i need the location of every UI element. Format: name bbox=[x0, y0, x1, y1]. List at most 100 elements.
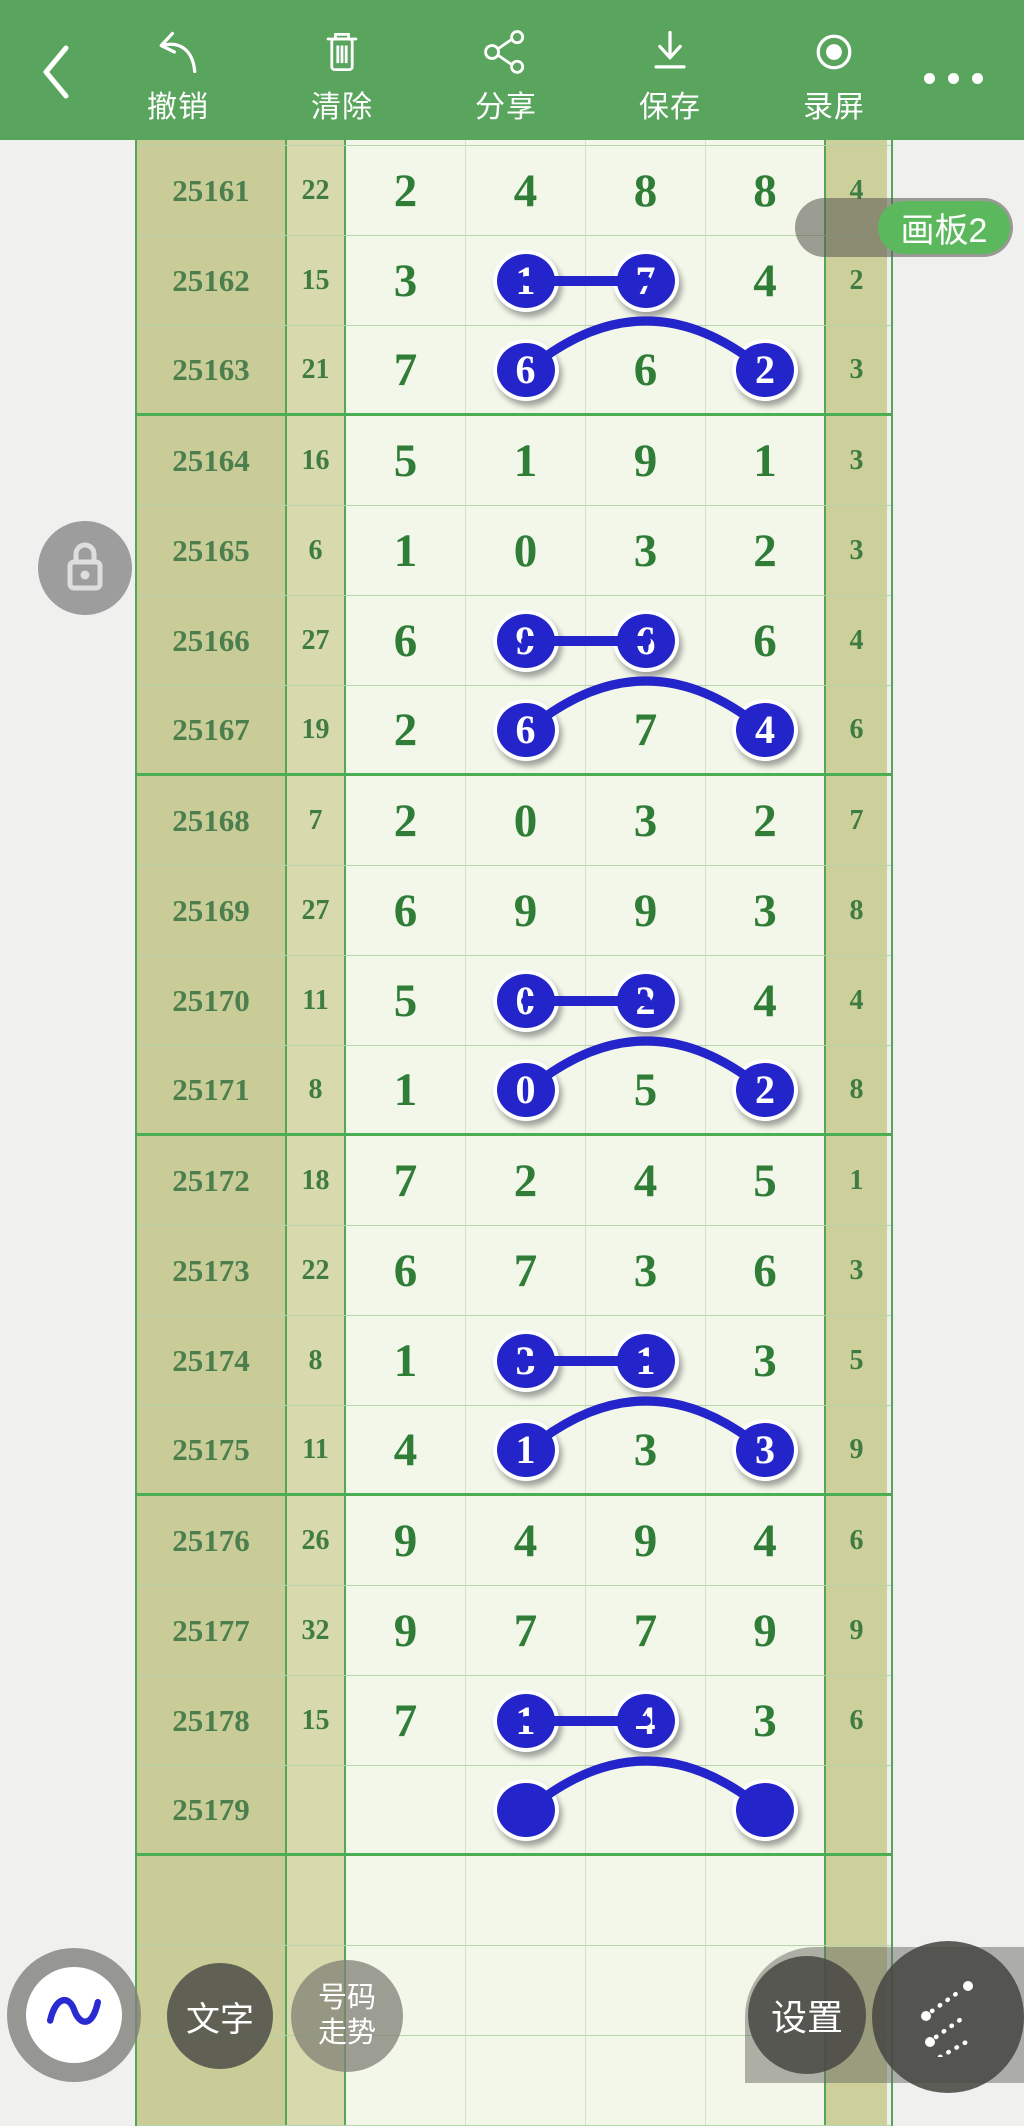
sum-cell: 15 bbox=[287, 1676, 346, 1765]
lock-button[interactable] bbox=[38, 521, 132, 615]
digit-cell bbox=[466, 2036, 586, 2125]
table-row: 25168 7 2 0 3 2 7 bbox=[137, 776, 891, 866]
number-trend-button[interactable]: 号码 走势 bbox=[291, 1960, 403, 2072]
app-toolbar: 撤销 清除 分享 保存 录屏 bbox=[0, 0, 1024, 140]
digit-cell bbox=[346, 140, 466, 145]
undo-button[interactable]: 撤销 bbox=[118, 0, 238, 140]
digit-cell: 9 bbox=[466, 866, 586, 955]
digit-cell bbox=[466, 1766, 586, 1853]
annotation-circle[interactable]: 6 bbox=[612, 609, 679, 672]
save-button[interactable]: 保存 bbox=[610, 0, 730, 140]
tail-cell: 3 bbox=[826, 1226, 887, 1315]
annotation-circle[interactable]: 4 bbox=[732, 698, 798, 761]
digit-cell: 9 bbox=[466, 596, 586, 685]
record-icon bbox=[808, 26, 860, 78]
sum-cell: 7 bbox=[287, 776, 346, 865]
clear-icon bbox=[316, 26, 368, 78]
digit-cell bbox=[706, 1766, 826, 1853]
table-row: 25175 11 4 1 3 3 9 bbox=[137, 1406, 891, 1496]
digit-cell: 9 bbox=[346, 1586, 466, 1675]
digit-cell: 1 bbox=[466, 236, 586, 325]
sum-cell: 26 bbox=[287, 1496, 346, 1585]
digit-cell: 2 bbox=[706, 326, 826, 413]
period-cell: 25168 bbox=[137, 776, 287, 865]
annotation-circle[interactable] bbox=[492, 1778, 559, 1841]
digit-cell: 0 bbox=[466, 1046, 586, 1133]
ellipsis-icon bbox=[923, 72, 983, 84]
table-row: 25173 22 6 7 3 6 3 bbox=[137, 1226, 891, 1316]
trend-marks-button[interactable] bbox=[872, 1941, 1024, 2093]
settings-button[interactable]: 设置 bbox=[748, 1956, 866, 2074]
annotation-circle[interactable]: 0 bbox=[492, 1058, 559, 1121]
table-row: 25165 6 1 0 3 2 3 bbox=[137, 506, 891, 596]
digit-cell: 4 bbox=[466, 1496, 586, 1585]
digit-cell: 2 bbox=[706, 776, 826, 865]
digit-cell: 1 bbox=[346, 1046, 466, 1133]
digit-cell: 4 bbox=[706, 686, 826, 773]
table-row bbox=[137, 1856, 891, 1946]
table-row: 25174 8 1 3 1 3 5 bbox=[137, 1316, 891, 1406]
board-badge[interactable]: 画板2 bbox=[795, 198, 1013, 257]
digit-cell bbox=[346, 1766, 466, 1853]
period-cell: 25171 bbox=[137, 1046, 287, 1133]
curve-pen-icon bbox=[26, 1967, 122, 2063]
annotation-circle[interactable]: 1 bbox=[612, 1329, 679, 1392]
back-button[interactable] bbox=[34, 40, 78, 104]
digit-cell bbox=[586, 140, 706, 145]
share-button[interactable]: 分享 bbox=[446, 0, 566, 140]
annotation-circle[interactable]: 3 bbox=[492, 1329, 559, 1392]
annotation-circle[interactable]: 1 bbox=[492, 1418, 559, 1481]
period-cell: 25167 bbox=[137, 686, 287, 773]
table-row: 25177 32 9 7 7 9 9 bbox=[137, 1586, 891, 1676]
digit-cell: 7 bbox=[346, 326, 466, 413]
annotation-circle[interactable]: 2 bbox=[732, 338, 798, 401]
clear-button[interactable]: 清除 bbox=[282, 0, 402, 140]
period-cell: 25163 bbox=[137, 326, 287, 413]
table-row: 25178 15 7 1 4 3 6 bbox=[137, 1676, 891, 1766]
period-cell: 25173 bbox=[137, 1226, 287, 1315]
digit-cell: 1 bbox=[706, 416, 826, 505]
annotation-circle[interactable]: 3 bbox=[732, 1418, 798, 1481]
more-button[interactable] bbox=[910, 58, 996, 98]
sum-cell: 11 bbox=[287, 956, 346, 1045]
period-cell bbox=[137, 140, 287, 145]
period-cell: 25165 bbox=[137, 506, 287, 595]
digit-cell: 5 bbox=[706, 1136, 826, 1225]
digit-cell: 7 bbox=[346, 1676, 466, 1765]
tail-cell: 3 bbox=[826, 416, 887, 505]
annotation-circle[interactable]: 4 bbox=[612, 1689, 679, 1752]
digit-cell: 8 bbox=[586, 146, 706, 235]
digit-cell bbox=[586, 1856, 706, 1945]
digit-cell: 6 bbox=[466, 326, 586, 413]
table-row: 25161 22 2 4 8 8 4 bbox=[137, 146, 891, 236]
table-row: 25169 27 6 9 9 3 8 bbox=[137, 866, 891, 956]
sum-cell: 11 bbox=[287, 1406, 346, 1493]
annotation-circle[interactable]: 6 bbox=[492, 338, 559, 401]
table-row: 25170 11 5 0 2 4 4 bbox=[137, 956, 891, 1046]
number-trend-label: 号码 走势 bbox=[317, 1982, 376, 2049]
text-tool-button[interactable]: 文字 bbox=[167, 1963, 273, 2069]
clear-label: 清除 bbox=[311, 91, 373, 124]
annotation-circle[interactable]: 2 bbox=[612, 969, 679, 1032]
tail-cell: 1 bbox=[826, 1136, 887, 1225]
annotation-circle[interactable] bbox=[732, 1778, 798, 1841]
digit-cell: 6 bbox=[466, 686, 586, 773]
annotation-circle[interactable]: 0 bbox=[492, 969, 559, 1032]
annotation-circle[interactable]: 1 bbox=[492, 249, 559, 312]
digit-cell: 3 bbox=[346, 236, 466, 325]
annotation-circle[interactable]: 9 bbox=[492, 609, 559, 672]
sum-cell: 22 bbox=[287, 1226, 346, 1315]
digit-cell bbox=[586, 1766, 706, 1853]
digit-cell: 6 bbox=[346, 866, 466, 955]
digit-cell: 6 bbox=[346, 1226, 466, 1315]
period-cell: 25162 bbox=[137, 236, 287, 325]
annotation-circle[interactable]: 7 bbox=[612, 249, 679, 312]
annotation-circle[interactable]: 6 bbox=[492, 698, 559, 761]
record-button[interactable]: 录屏 bbox=[774, 0, 894, 140]
lock-icon bbox=[53, 534, 117, 603]
annotation-circle[interactable]: 2 bbox=[732, 1058, 798, 1121]
digit-cell: 3 bbox=[586, 1406, 706, 1493]
annotation-circle[interactable]: 1 bbox=[492, 1689, 559, 1752]
pen-tool-button[interactable] bbox=[7, 1948, 141, 2082]
digit-cell: 6 bbox=[706, 596, 826, 685]
